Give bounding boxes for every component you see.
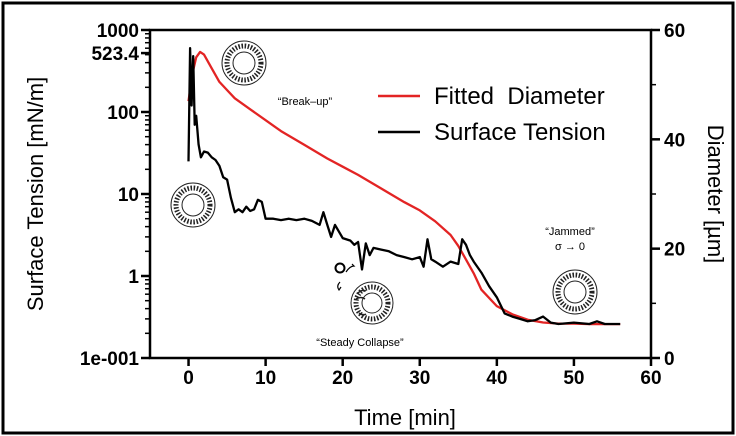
x-tick-label: 10 [255,368,276,389]
x-tick-label: 40 [486,368,507,389]
y-left-tick-label: 100 [107,103,139,124]
legend: Fitted Diameter Surface Tension [378,83,606,146]
y-right-tick-label: 60 [664,21,685,42]
x-tick-label: 20 [332,368,353,389]
annotation-break-up: “Break–up” [278,96,333,108]
annotation-steady-collapse: “Steady Collapse” [316,337,404,349]
y-right-tick-label: 0 [664,349,675,370]
y-right-tick-label: 20 [664,240,685,261]
legend-label-surface-tension: Surface Tension [434,119,606,146]
y-left-tick-label: 1e-001 [80,349,140,370]
y-left-tick-label: 1000 [97,21,139,42]
y-left-tick-label: 523.4 [91,44,139,65]
released-material-icon [334,262,356,292]
x-tick-label: 30 [409,368,430,389]
x-tick-label: 60 [640,368,661,389]
y-left-axis-title: Surface Tension [mN/m] [23,77,48,311]
x-axis-title: Time [min] [354,405,456,430]
vesicle-break-up-icon [221,40,267,86]
series-line-surface-tension [187,47,621,326]
y-left-tick-label: 1 [128,267,139,288]
y-right-axis-title: Diameter [µm] [703,125,728,264]
legend-label-fitted-diameter: Fitted Diameter [434,83,605,110]
x-tick-label: 0 [183,368,194,389]
x-tick-label: 50 [563,368,584,389]
vesicle-initial-icon [170,182,216,228]
y-right-tick-label: 40 [664,130,685,151]
annotation-jammed: “Jammed” [545,226,595,238]
annotation-sigma-to-zero: σ → 0 [555,241,585,253]
y-left-tick-label: 10 [118,185,139,206]
vesicle-jammed-icon [552,269,598,315]
vesicle-steady-collapse-icon [350,281,394,325]
plot-frame [148,28,653,360]
